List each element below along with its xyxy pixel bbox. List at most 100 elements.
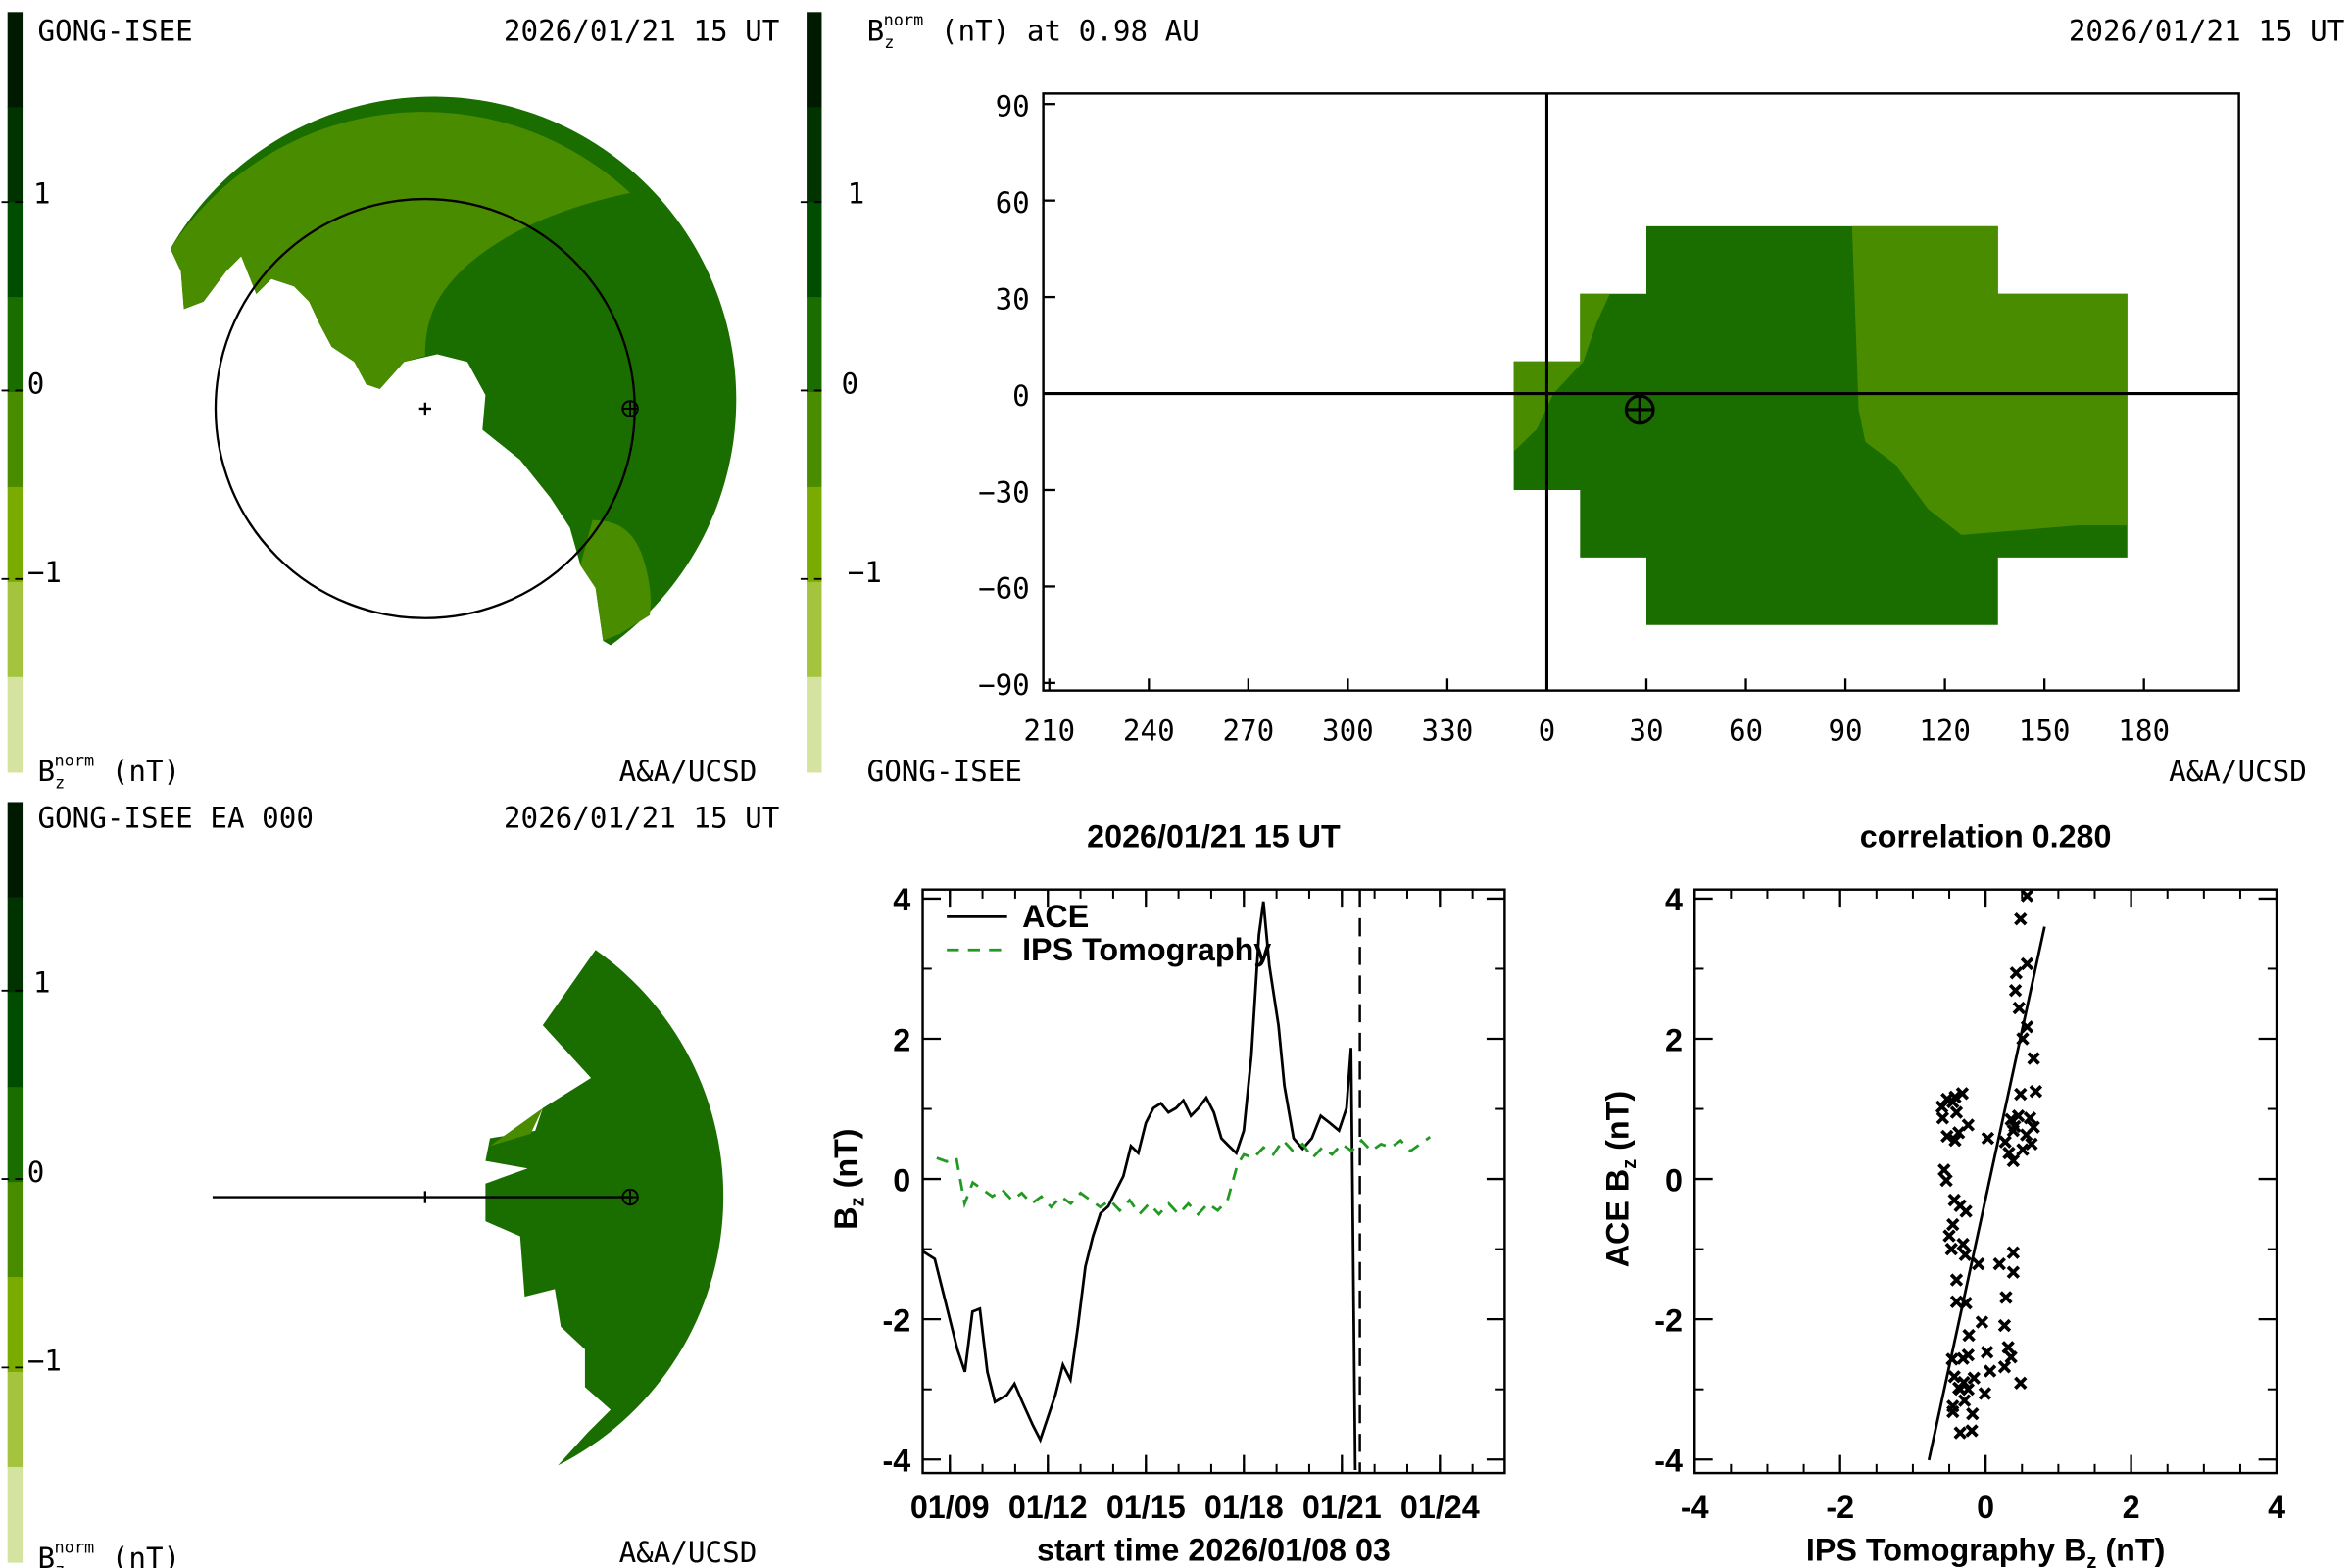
colorbar-tick-label: 1 — [848, 177, 865, 211]
y-axis-label: Bz (nT) — [828, 1128, 869, 1229]
colorbar-segment — [807, 12, 822, 108]
unit-label: Bznorm (nT) — [37, 751, 180, 793]
colorbar-segment — [7, 297, 24, 393]
scatter-point — [2027, 1052, 2040, 1065]
x-tick-label: -2 — [1826, 1490, 1854, 1525]
scatter-point — [1981, 1131, 1995, 1146]
x-tick-label: 90 — [1828, 713, 1862, 747]
chart-title: 2026/01/21 15 UT — [1087, 819, 1341, 855]
map-region-light — [1513, 293, 1610, 452]
colorbar-tick-label: 1 — [33, 177, 51, 211]
x-tick-label: 2 — [2123, 1490, 2140, 1525]
x-tick-label: -4 — [1681, 1490, 1709, 1525]
colorbar-tick-label: 0 — [27, 368, 45, 401]
plot-frame — [1693, 888, 2278, 1475]
scatter-point — [2009, 966, 2024, 980]
sun-marker-icon — [418, 402, 431, 416]
colorbar-segment — [7, 107, 24, 203]
colorbar-segment — [807, 486, 822, 583]
x-tick-label: 0 — [1977, 1490, 1994, 1525]
scatter-point — [1966, 1407, 1980, 1421]
scatter-point — [1955, 1087, 1970, 1101]
scatter-point — [2014, 911, 2028, 926]
x-tick-label: 300 — [1322, 713, 1374, 747]
x-tick-label: 01/15 — [1106, 1490, 1186, 1525]
x-tick-label: 210 — [1023, 713, 1075, 747]
scatter-point — [1942, 1229, 1956, 1243]
scatter-point — [2004, 1112, 2018, 1126]
x-tick-label: 4 — [2268, 1490, 2285, 1525]
colorbar-segment — [7, 1277, 24, 1373]
map-region-light — [1851, 225, 2128, 535]
ips-tomography-series — [936, 1136, 1432, 1217]
y-tick-label: -4 — [1654, 1444, 1683, 1479]
scatter-point — [1983, 1364, 1997, 1378]
x-axis-label: start time 2026/01/08 03 — [1037, 1532, 1391, 1567]
scatter-point — [2004, 1350, 2018, 1364]
source-label: GONG-ISEE — [37, 15, 192, 48]
scatter-point — [1972, 1256, 1985, 1271]
x-tick-label: 30 — [1629, 713, 1663, 747]
y-tick-label: 90 — [996, 90, 1030, 123]
scatter-point — [1997, 1360, 2012, 1374]
scatter-point — [1946, 1095, 1960, 1109]
panel-bottom-left: GONG-ISEE EA 000 2026/01/21 15 UT 1 0 −1… — [1, 802, 779, 1568]
scatter-point — [2014, 1087, 2028, 1102]
polar-contour-map — [170, 96, 737, 646]
scatter-point — [2023, 1111, 2037, 1125]
colorbar-segment — [7, 676, 24, 773]
scatter-point — [2016, 1143, 2030, 1156]
y-tick-label: 2 — [893, 1022, 910, 1057]
colorbar-segment — [807, 581, 822, 678]
date-label: 2026/01/21 15 UT — [2069, 15, 2344, 48]
credit-label: A&A/UCSD — [619, 755, 758, 788]
y-tick-label: 60 — [996, 186, 1030, 220]
scatter-point — [2014, 1376, 2028, 1390]
x-tick-label: 01/18 — [1204, 1490, 1284, 1525]
colorbar-segment — [7, 992, 24, 1088]
scatter-point — [2008, 983, 2023, 998]
earth-marker-icon — [621, 1188, 639, 1206]
legend-label: IPS Tomography — [1022, 932, 1271, 967]
plot-frame — [921, 888, 1506, 1475]
scatter-point — [1962, 1328, 1976, 1343]
y-tick-label: −30 — [978, 475, 1030, 509]
scatter-point — [1992, 1256, 2006, 1271]
x-tick-label: 01/21 — [1302, 1490, 1382, 1525]
colorbar — [800, 12, 828, 773]
colorbar-tick-label: −1 — [848, 556, 882, 589]
colorbar-segment — [807, 107, 822, 203]
y-tick-label: −60 — [978, 572, 1030, 606]
y-tick-label: 30 — [996, 282, 1030, 316]
colorbar-segment — [7, 486, 24, 583]
colorbar-segment — [7, 1372, 24, 1468]
scatter-point — [1946, 1404, 1960, 1419]
scatter-point — [2006, 1265, 2021, 1279]
scatter-point — [1947, 1370, 1961, 1384]
legend: ACE IPS Tomography — [947, 899, 1271, 967]
scatter-point — [1957, 1375, 1971, 1390]
earth-cross — [1626, 396, 1654, 423]
unit-label: Bznorm (nT) — [37, 1538, 180, 1568]
x-tick-label: 0 — [1539, 713, 1556, 747]
y-tick-label: 0 — [1665, 1162, 1683, 1198]
x-tick-label: 60 — [1729, 713, 1763, 747]
scatter-point — [2025, 1137, 2038, 1151]
scatter-point — [2006, 1246, 2021, 1259]
panel-top-left: GONG-ISEE 2026/01/21 15 UT 1 0 −1 Bznorm… — [1, 12, 779, 793]
x-tick-label: 270 — [1222, 713, 1274, 747]
colorbar — [1, 12, 29, 773]
scatter-point — [1956, 1237, 1970, 1251]
scatter-point — [2020, 889, 2034, 903]
colorbar-segment — [7, 1087, 24, 1183]
contour-light — [170, 112, 631, 389]
scatter-point — [1949, 1105, 1964, 1119]
x-tick-label: 150 — [2019, 713, 2071, 747]
colorbar-segment — [7, 897, 24, 994]
scatter-point — [1999, 1291, 2013, 1304]
earth-marker-icon — [621, 400, 639, 417]
x-tick-label: 01/09 — [910, 1490, 990, 1525]
scatter-point — [1935, 1100, 1949, 1114]
y-tick-label: 2 — [1665, 1022, 1683, 1057]
x-tick-label: 330 — [1422, 713, 1474, 747]
